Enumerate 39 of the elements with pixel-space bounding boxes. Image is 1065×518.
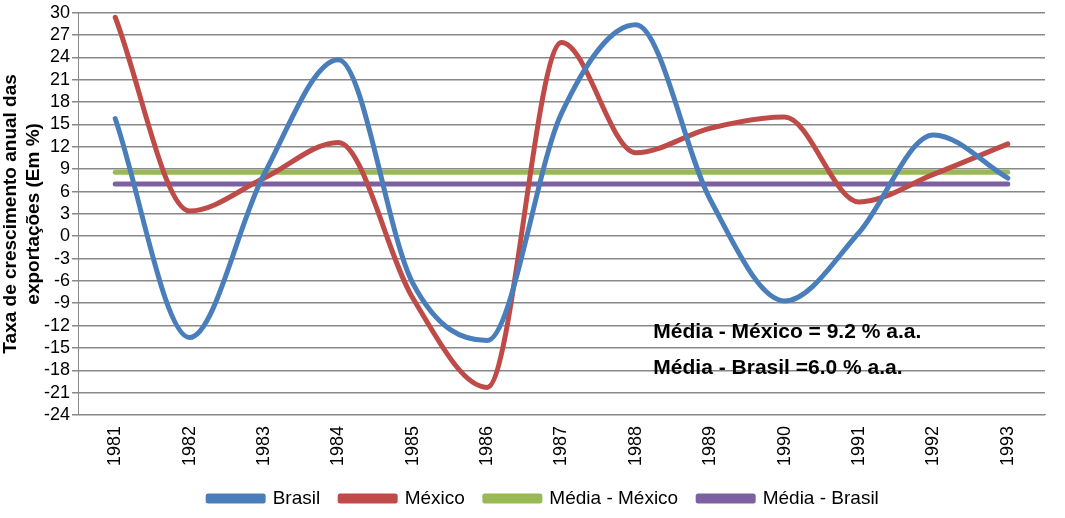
- x-tick-label: 1991: [848, 425, 869, 466]
- legend-label: México: [404, 486, 465, 508]
- legend-label: Média - México: [549, 486, 679, 508]
- y-tick-label: 30: [49, 1, 71, 22]
- y-tick-label: -15: [44, 336, 71, 357]
- y-tick-label: 9: [60, 158, 71, 179]
- x-tick-label: 1989: [699, 425, 720, 466]
- y-tick-label: -21: [44, 381, 71, 402]
- y-tick-label: 6: [60, 180, 71, 201]
- x-tick-label: 1987: [550, 425, 571, 466]
- annotation: Média - Brasil =6.0 % a.a.: [653, 355, 903, 379]
- x-tick-label: 1982: [178, 425, 199, 466]
- y-tick-label: 27: [49, 24, 71, 45]
- y-tick-label: 12: [49, 135, 71, 156]
- y-tick-label: 18: [49, 91, 71, 112]
- x-tick-label: 1983: [252, 425, 273, 466]
- legend-label: Brasil: [272, 486, 321, 508]
- x-tick-label: 1986: [476, 425, 497, 466]
- x-tick-label: 1985: [401, 425, 422, 466]
- y-tick-label: -9: [54, 292, 71, 313]
- y-tick-label: 0: [60, 225, 71, 246]
- y-tick-label: 24: [49, 46, 71, 67]
- y-tick-label: -3: [54, 247, 71, 268]
- x-tick-label: 1981: [104, 425, 125, 466]
- y-tick-label: -24: [44, 403, 71, 424]
- y-tick-label: -6: [54, 269, 71, 290]
- x-tick-label: 1984: [327, 425, 348, 466]
- x-tick-label: 1990: [773, 425, 794, 466]
- y-axis-title: Taxa de crescimento anual das exportações (Em %): [0, 74, 43, 354]
- x-tick-label: 1993: [996, 425, 1017, 466]
- y-tick-label: -12: [44, 314, 71, 335]
- y-tick-label: 15: [49, 113, 71, 134]
- y-tick-label: 3: [60, 202, 71, 223]
- x-tick-label: 1992: [922, 425, 943, 466]
- y-tick-label: -18: [44, 359, 71, 380]
- x-tick-label: 1988: [624, 425, 645, 466]
- y-tick-label: 21: [49, 68, 71, 89]
- annotation: Média - México = 9.2 % a.a.: [653, 319, 922, 343]
- legend-label: Média - Brasil: [762, 486, 879, 508]
